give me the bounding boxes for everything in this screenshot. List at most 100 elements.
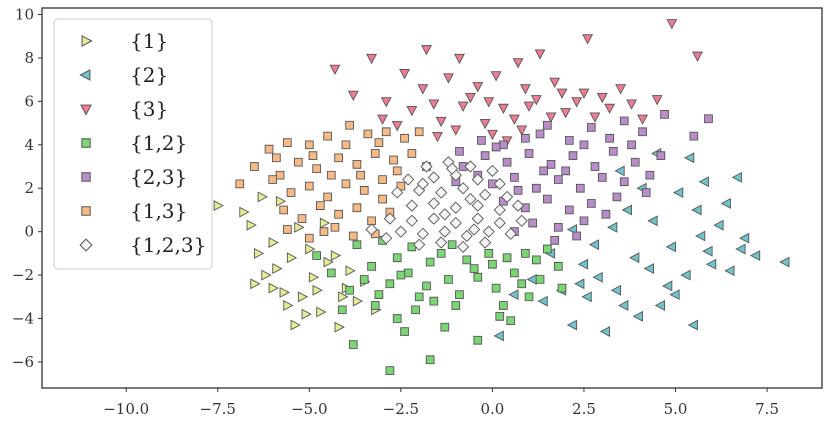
data-point: [293, 157, 303, 167]
data-point: [283, 138, 292, 147]
legend-item-1-2-3: {1,2,3}: [79, 233, 206, 257]
data-point: [334, 209, 343, 219]
data-point: [502, 157, 512, 167]
data-point: [454, 53, 465, 65]
data-point: [341, 179, 351, 189]
data-point: [380, 97, 392, 108]
data-point: [702, 245, 713, 257]
data-point: [363, 129, 373, 139]
data-point: [637, 114, 648, 125]
legend-marker: [81, 172, 91, 182]
data-point: [406, 105, 418, 117]
data-point: [329, 64, 341, 75]
data-point: [414, 292, 424, 302]
data-point: [370, 301, 380, 310]
data-point: [323, 256, 334, 268]
data-point: [521, 133, 530, 143]
data-point: [272, 153, 281, 163]
data-point: [557, 283, 567, 293]
data-point: [638, 127, 647, 137]
data-point: [484, 249, 494, 258]
legend-item-2: {2}: [79, 63, 168, 87]
data-point: [385, 366, 395, 375]
data-point: [524, 149, 534, 158]
data-point: [692, 51, 703, 62]
legend-marker: [80, 104, 92, 116]
data-point: [416, 227, 429, 240]
data-point: [543, 194, 552, 204]
data-point: [268, 175, 278, 184]
data-point: [411, 305, 420, 315]
data-point: [506, 316, 516, 326]
data-point: [517, 279, 527, 289]
data-point: [366, 53, 378, 65]
x-tick-label: −5.0: [291, 400, 327, 418]
data-point: [294, 221, 305, 233]
data-point: [504, 227, 517, 240]
data-point: [345, 265, 356, 277]
data-point: [480, 151, 490, 161]
data-point: [334, 153, 343, 163]
data-point: [605, 133, 614, 143]
data-point: [543, 120, 552, 130]
data-point: [508, 289, 519, 301]
legend-marker: [79, 238, 93, 252]
data-point: [610, 284, 622, 296]
y-tick-label: 4: [24, 136, 34, 154]
legend-label: {1}: [130, 29, 168, 53]
data-point: [630, 157, 640, 167]
data-point: [334, 321, 345, 333]
data-point: [396, 270, 406, 280]
data-point: [286, 252, 298, 264]
data-point: [462, 255, 472, 265]
data-point: [666, 19, 678, 30]
data-point: [345, 285, 354, 295]
data-point: [599, 326, 611, 337]
data-point: [511, 199, 525, 212]
data-point: [779, 256, 790, 268]
data-point: [619, 116, 629, 126]
legend: {1} {2} {3} {1,2} {2,3} {1,3} {1,2,3}: [53, 18, 213, 270]
data-point: [669, 289, 680, 301]
data-point: [464, 192, 477, 206]
data-point: [530, 95, 542, 106]
data-point: [449, 201, 462, 214]
data-point: [510, 173, 519, 182]
data-point: [239, 206, 250, 218]
data-point: [312, 164, 321, 174]
data-point: [515, 214, 528, 227]
data-point: [537, 295, 548, 307]
data-point: [660, 110, 669, 119]
data-point: [297, 214, 307, 223]
data-point: [458, 162, 468, 171]
data-point: [680, 269, 691, 281]
data-point: [521, 249, 530, 258]
data-point: [407, 149, 417, 158]
data-point: [374, 290, 384, 299]
series-1-2: [312, 235, 567, 375]
series-1: [213, 191, 382, 333]
data-point: [246, 219, 257, 231]
data-point: [735, 243, 746, 255]
data-point: [579, 140, 589, 150]
data-point: [468, 223, 481, 236]
data-point: [483, 97, 495, 108]
data-point: [549, 77, 561, 88]
data-point: [582, 34, 594, 45]
data-point: [319, 227, 329, 237]
data-point: [283, 225, 292, 234]
data-point: [614, 165, 625, 177]
data-point: [572, 231, 581, 241]
data-point: [304, 233, 314, 243]
data-point: [477, 136, 486, 145]
data-point: [394, 225, 407, 238]
data-point: [601, 209, 611, 219]
data-point: [566, 319, 578, 331]
data-point: [592, 271, 603, 283]
data-point: [493, 216, 506, 230]
series-1-3: [235, 120, 431, 243]
legend-label: {2,3}: [130, 165, 187, 189]
data-point: [502, 253, 512, 263]
data-point: [352, 159, 362, 169]
data-point: [383, 212, 396, 225]
